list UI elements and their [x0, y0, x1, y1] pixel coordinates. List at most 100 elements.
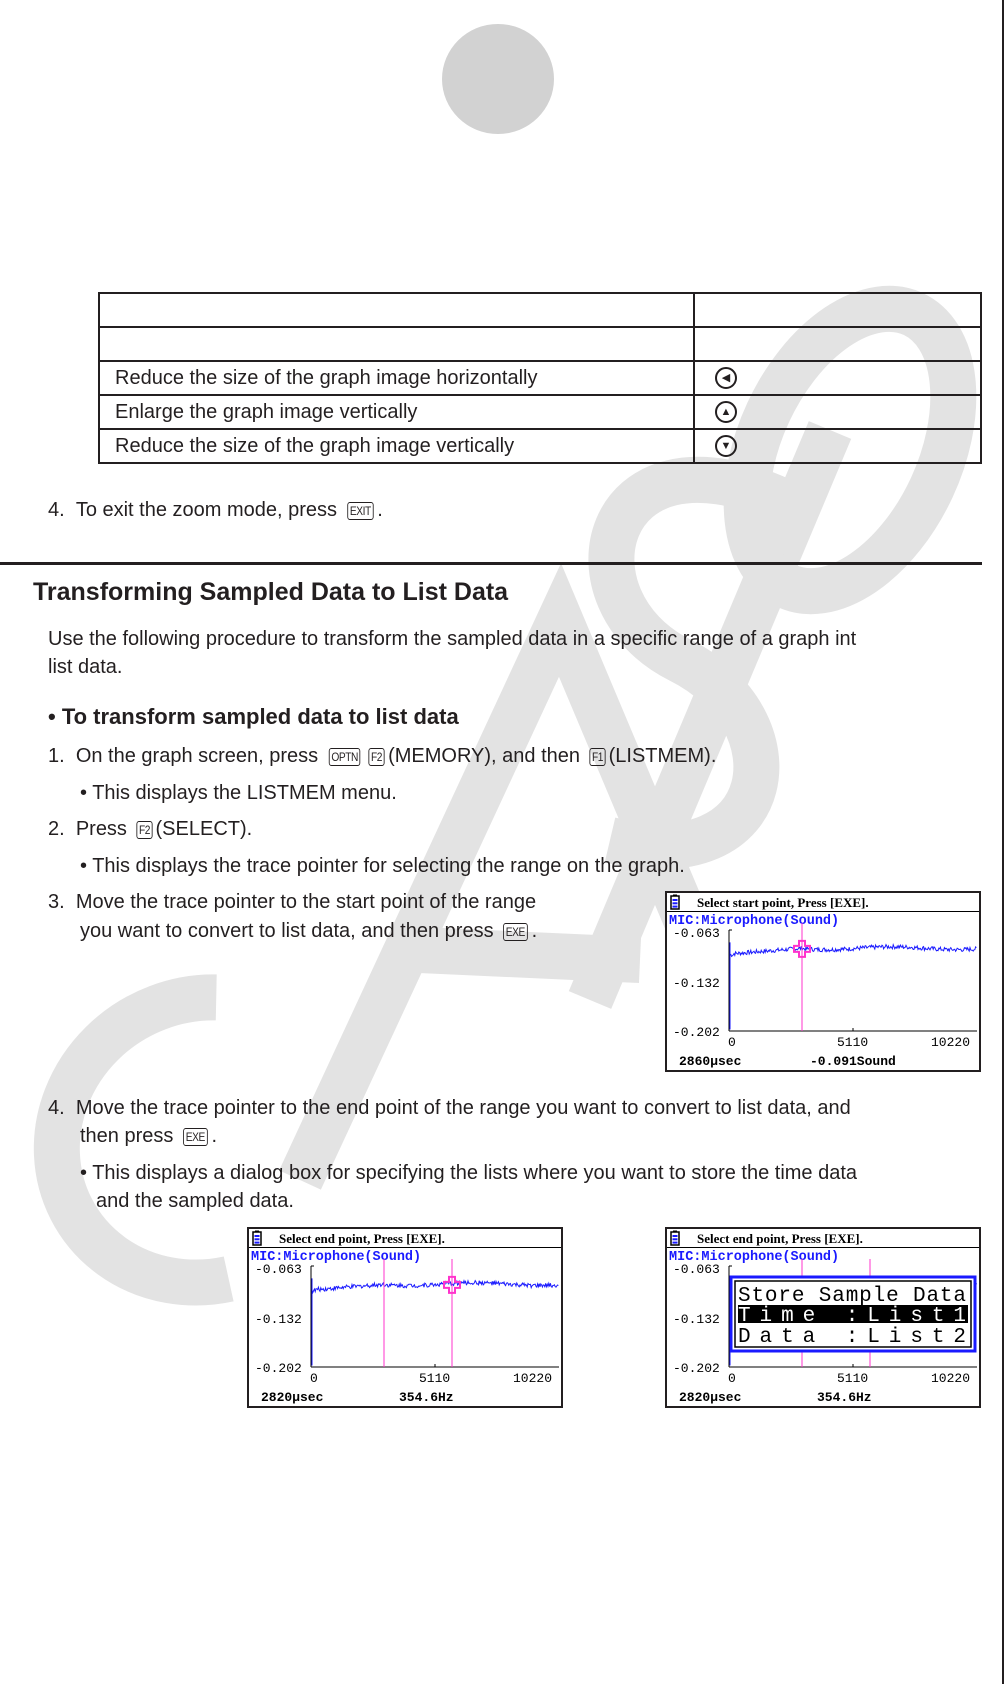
step-2-note: • This displays the trace pointer for se… [80, 855, 685, 877]
step-text: Move the trace pointer to the end point … [75, 1097, 851, 1119]
step-text: then press [80, 1125, 174, 1147]
calculator-screen-store-dialog: Select end point, Press [EXE]. MIC:Microp… [665, 1227, 981, 1408]
period: . [211, 1125, 218, 1147]
period: . [377, 499, 383, 521]
x-tick-label: 5110 [837, 1371, 868, 1386]
y-tick-label: -0.202 [673, 1361, 720, 1376]
status-value: 354.6Hz [399, 1390, 454, 1405]
step-1-note: • This displays the LISTMEM menu. [80, 782, 397, 804]
left-arrow-key-icon: ◀ [715, 367, 737, 390]
sound-trace [311, 1278, 559, 1366]
operation-cell [98, 292, 695, 328]
operation-cell: Reduce the size of the graph image horiz… [98, 360, 695, 396]
intro-line-2: list data. [48, 656, 123, 678]
screen-prompt: Select end point, Press [EXE]. [697, 1231, 863, 1246]
selected-row-highlight [738, 1305, 968, 1323]
sound-trace [729, 942, 977, 1030]
status-time: 2860µsec [679, 1054, 742, 1069]
step-text: Move the trace pointer to the start poin… [75, 891, 537, 913]
x-tick-label: 5110 [837, 1035, 868, 1050]
x-tick-label: 10220 [931, 1371, 970, 1386]
section-title: Transforming Sampled Data to List Data [33, 578, 509, 606]
step-3: 3. Move the trace pointer to the start p… [48, 890, 536, 914]
step-number: 4. [48, 499, 65, 521]
y-tick-label: -0.202 [255, 1361, 302, 1376]
trace-pointer-icon [443, 1275, 461, 1294]
step-text: To exit the zoom mode, press [75, 499, 338, 521]
table-row [98, 292, 982, 328]
screen-prompt: Select end point, Press [EXE]. [279, 1231, 445, 1246]
zoom-operations-table: Reduce the size of the graph image horiz… [98, 292, 982, 464]
table-row: Reduce the size of the graph image horiz… [98, 360, 982, 396]
procedure-title: • To transform sampled data to list data [48, 704, 459, 729]
exit-step: 4. To exit the zoom mode, press EXIT. [48, 498, 383, 522]
operation-cell: Reduce the size of the graph image verti… [98, 428, 695, 464]
f2-key-icon: F2 [135, 821, 153, 839]
key-cell: ◀ [693, 360, 982, 396]
page-edge-rule [1002, 0, 1004, 1684]
step-text: On the graph screen, press [75, 745, 319, 767]
dialog-title: Store Sample Data [738, 1285, 966, 1308]
calculator-screen-start-point: Select start point, Press [EXE]. MIC:Micr… [665, 891, 981, 1072]
exe-key-icon: EXE [503, 923, 528, 941]
y-tick-label: -0.132 [673, 1312, 720, 1327]
y-tick-label: -0.063 [673, 1262, 720, 1277]
step-3-line-2: you want to convert to list data, and th… [80, 919, 537, 943]
battery-icon [670, 894, 680, 910]
x-tick-label: 0 [728, 1035, 736, 1050]
exit-key-icon: EXIT [346, 502, 373, 520]
step-text: you want to convert to list data, and th… [80, 920, 494, 942]
step-number: 1. [48, 745, 65, 767]
up-arrow-key-icon: ▲ [715, 401, 737, 424]
key-cell [693, 326, 982, 362]
x-tick-label: 5110 [419, 1371, 450, 1386]
graph-title: MIC:Microphone(Sound) [669, 1250, 839, 1265]
y-tick-label: -0.202 [673, 1025, 720, 1040]
key-cell: ▼ [693, 428, 982, 464]
step-text: Press [75, 818, 127, 840]
period: . [531, 920, 538, 942]
step-number: 2. [48, 818, 65, 840]
x-tick-label: 10220 [513, 1371, 552, 1386]
step-text: (LISTMEM). [608, 745, 717, 767]
step-number: 4. [48, 1097, 65, 1119]
screen-prompt: Select start point, Press [EXE]. [697, 895, 869, 910]
table-row: Enlarge the graph image vertically ▲ [98, 394, 982, 430]
graph-title: MIC:Microphone(Sound) [251, 1250, 421, 1265]
y-tick-label: -0.063 [673, 926, 720, 941]
key-cell: ▲ [693, 394, 982, 430]
step-1: 1. On the graph screen, press OPTN F2 (MEM… [48, 744, 716, 768]
status-time: 2820µsec [261, 1390, 324, 1405]
x-tick-label: 0 [310, 1371, 318, 1386]
battery-icon [252, 1230, 262, 1246]
status-value: -0.091Sound [810, 1054, 896, 1069]
f1-key-icon: F1 [589, 748, 606, 766]
store-sample-data-dialog: Store Sample Data Time :List1 Data :List… [729, 1275, 977, 1353]
step-4-note-line-2: and the sampled data. [96, 1190, 294, 1212]
intro-line-1: Use the following procedure to transform… [48, 628, 857, 650]
step-text: (SELECT). [155, 818, 253, 840]
f2-key-icon: F2 [368, 748, 385, 766]
chapter-marker-circle [442, 24, 554, 134]
optn-key-icon: OPTN [328, 748, 361, 766]
table-row: Reduce the size of the graph image verti… [98, 428, 982, 464]
table-row [98, 326, 982, 362]
down-arrow-key-icon: ▼ [715, 435, 737, 458]
step-text: (MEMORY), and then [388, 745, 581, 767]
y-tick-label: -0.132 [673, 976, 720, 991]
key-cell [693, 292, 982, 328]
section-divider [0, 562, 982, 565]
x-tick-label: 0 [728, 1371, 736, 1386]
y-tick-label: -0.132 [255, 1312, 302, 1327]
operation-cell [98, 326, 695, 362]
status-time: 2820µsec [679, 1390, 742, 1405]
operation-cell: Enlarge the graph image vertically [98, 394, 695, 430]
y-tick-label: -0.063 [255, 1262, 302, 1277]
step-number: 3. [48, 891, 65, 913]
step-4: 4. Move the trace pointer to the end poi… [48, 1096, 851, 1120]
x-tick-label: 10220 [931, 1035, 970, 1050]
step-4-line-2: then press EXE. [80, 1124, 217, 1148]
calculator-screen-end-point: Select end point, Press [EXE]. MIC:Microp… [247, 1227, 563, 1408]
step-2: 2. Press F2 (SELECT). [48, 817, 252, 841]
